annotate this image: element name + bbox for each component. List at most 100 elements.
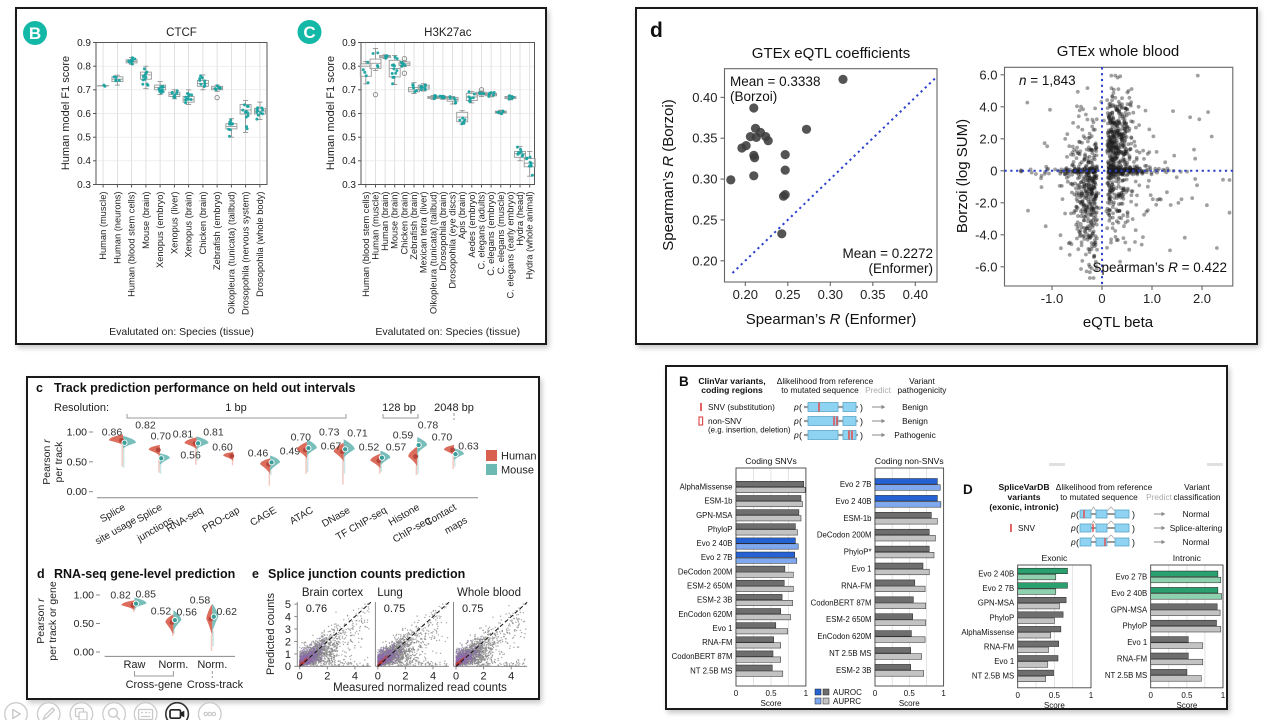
svg-text:0.00: 0.00 [67,486,88,498]
svg-text:-2.0: -2.0 [975,195,997,210]
svg-text:Chicken (brain): Chicken (brain) [399,192,409,255]
svg-text:GTEx eQTL coefficients: GTEx eQTL coefficients [752,45,910,62]
svg-text:0.85: 0.85 [135,589,156,601]
svg-text:Xenopus (liver): Xenopus (liver) [169,192,179,255]
svg-text:Predicted counts: Predicted counts [265,593,277,675]
svg-text:0.52: 0.52 [359,442,380,454]
svg-text:Chicken (brain): Chicken (brain) [198,192,208,255]
svg-text:-6.0: -6.0 [975,259,997,274]
svg-text:0.46: 0.46 [248,448,269,460]
svg-text:Human: Human [501,451,536,463]
svg-text:-4.0: -4.0 [975,227,997,242]
svg-text:0.82: 0.82 [135,420,156,432]
svg-text:0.5: 0.5 [77,133,91,144]
svg-text:Cross-track: Cross-track [187,679,244,691]
svg-text:0.49: 0.49 [280,446,301,458]
svg-text:Hydra (whole animal): Hydra (whole animal) [525,192,535,280]
svg-text:0.5: 0.5 [342,133,356,144]
svg-text:ATAC: ATAC [288,505,315,527]
svg-text:Hydra (head): Hydra (head) [515,192,525,246]
svg-text:2: 2 [402,670,408,682]
svg-text:0.8: 0.8 [77,62,91,73]
svg-text:0.6: 0.6 [342,109,356,120]
svg-text:Human (blood stem cells): Human (blood stem cells) [361,192,371,297]
svg-text:4: 4 [352,670,358,682]
svg-text:0.30: 0.30 [818,287,843,302]
svg-text:0.3: 0.3 [77,180,91,191]
svg-text:1.0: 1.0 [1143,291,1161,306]
svg-text:0.82: 0.82 [110,590,131,602]
svg-text:0.6: 0.6 [77,109,91,120]
svg-text:0.9: 0.9 [77,38,91,49]
svg-text:Oikopleura (tunicata) (tailbud: Oikopleura (tunicata) (tailbud) [226,192,236,314]
svg-text:Xenopus (brain): Xenopus (brain) [184,192,194,258]
svg-text:0.70: 0.70 [291,432,312,444]
svg-text:Evalutated on: Species (tissue: Evalutated on: Species (tissue) [109,326,254,338]
svg-text:2: 2 [285,636,291,648]
svg-text:Drosopohila (nervous system): Drosopohila (nervous system) [241,192,251,316]
svg-text:0.00: 0.00 [74,647,95,659]
svg-text:1.00: 1.00 [74,590,95,602]
svg-text:Drosopohila (eye discs): Drosopohila (eye discs) [448,191,458,288]
svg-text:Spearman’s R (Enformer): Spearman’s R (Enformer) [746,311,917,328]
svg-text:4.0: 4.0 [979,99,997,114]
svg-text:Zebrafish (brain): Zebrafish (brain) [409,192,419,260]
svg-text:0.76: 0.76 [306,603,327,615]
svg-text:e: e [252,567,259,581]
svg-text:Norm.: Norm. [158,659,188,671]
svg-text:128 bp: 128 bp [382,402,416,414]
svg-text:Human (blood stem cells): Human (blood stem cells) [127,192,137,297]
svg-text:0.70: 0.70 [151,431,172,443]
svg-text:Mouse: Mouse [501,465,534,477]
svg-text:0.57: 0.57 [386,442,407,454]
svg-text:C. elegans (embryo): C. elegans (embryo) [486,191,496,275]
svg-text:Mouse (brain): Mouse (brain) [390,192,400,249]
svg-text:Drosopohila (whole body): Drosopohila (whole body) [255,192,265,297]
svg-text:0.70: 0.70 [432,432,453,444]
svg-text:0.8: 0.8 [342,62,356,73]
svg-text:eQTL beta: eQTL beta [1083,314,1154,331]
svg-text:0.67: 0.67 [321,441,342,453]
svg-text:Spearman’s R = 0.422: Spearman’s R = 0.422 [1093,260,1227,275]
svg-text:0: 0 [375,670,381,682]
svg-text:0.63: 0.63 [458,441,479,453]
svg-text:(Borzoi): (Borzoi) [730,89,777,104]
svg-text:0.59: 0.59 [393,430,414,442]
svg-text:per track: per track [53,441,65,483]
svg-text:d: d [37,567,45,581]
svg-text:Pearson r: Pearson r [35,598,47,644]
svg-text:0.86: 0.86 [102,427,123,439]
svg-text:0.81: 0.81 [203,427,224,439]
svg-text:0.4: 0.4 [342,156,356,167]
svg-text:0.60: 0.60 [212,442,233,454]
svg-text:0.20: 0.20 [692,253,717,268]
svg-text:0.78: 0.78 [418,420,439,432]
svg-text:PRO-cap: PRO-cap [201,505,242,535]
svg-text:0.35: 0.35 [860,287,885,302]
svg-text:Aedes (embryo): Aedes (embryo) [467,192,477,258]
svg-text:0.40: 0.40 [903,287,928,302]
svg-text:0.25: 0.25 [692,212,717,227]
svg-text:Zebrafish (embryo): Zebrafish (embryo) [212,192,222,271]
svg-text:CTCF: CTCF [166,27,197,39]
svg-text:C. elegans (adults): C. elegans (adults) [477,192,487,270]
svg-text:Mexican tetra (liver): Mexican tetra (liver) [419,192,429,274]
svg-text:RNA-seq gene-level prediction: RNA-seq gene-level prediction [54,567,235,581]
svg-text:Borzoi (log SUM): Borzoi (log SUM) [954,119,971,233]
svg-text:0.62: 0.62 [216,606,237,618]
svg-text:1: 1 [285,649,291,661]
svg-text:Evalutated on: Species (tissue: Evalutated on: Species (tissue) [375,326,520,338]
svg-text:2.0: 2.0 [1193,291,1211,306]
svg-text:Mean = 0.2272: Mean = 0.2272 [843,246,933,261]
svg-text:Oikopleura (tunicata) (tailbud: Oikopleura (tunicata) (tailbud) [428,192,438,314]
svg-text:Xenopus (embryo): Xenopus (embryo) [155,192,165,268]
svg-text:4: 4 [285,611,291,623]
svg-text:Norm.: Norm. [197,659,227,671]
svg-text:0.7: 0.7 [342,85,356,96]
svg-text:Cross-gene: Cross-gene [126,679,183,691]
svg-text:0.4: 0.4 [77,156,91,167]
svg-text:Human (brain): Human (brain) [380,192,390,251]
svg-text:2.0: 2.0 [979,131,997,146]
svg-text:0: 0 [285,661,291,673]
svg-text:-1.0: -1.0 [1041,291,1063,306]
